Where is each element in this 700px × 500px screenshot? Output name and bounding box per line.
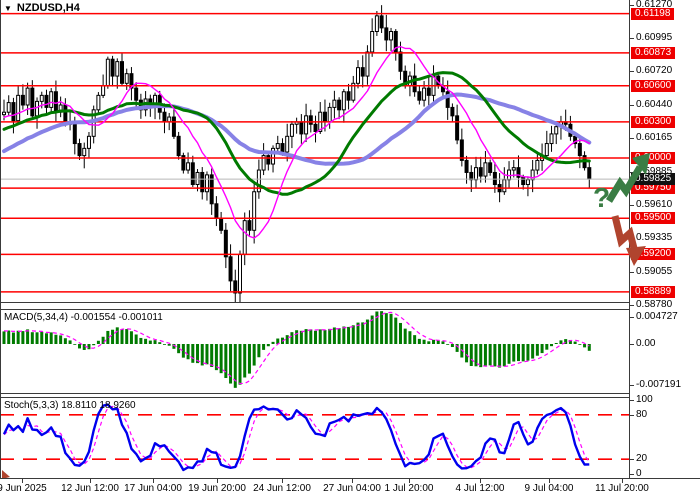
price-axis-label: 0 [636, 468, 642, 479]
level-price-label: 0.58889 [631, 285, 676, 298]
level-price-label: 0.60300 [631, 115, 676, 128]
axis-tick [630, 459, 634, 461]
price-axis-label: 100 [636, 394, 653, 405]
time-axis-label: 4 Jul 12:00 [455, 483, 505, 494]
time-axis-tick [22, 479, 23, 483]
axis-tick [630, 38, 634, 40]
time-axis-label: 24 Jun 12:00 [253, 483, 311, 494]
stoch-chart[interactable] [0, 398, 629, 479]
level-price-label: 0.61198 [631, 7, 675, 20]
axis-tick [630, 104, 634, 106]
time-axis-tick [153, 479, 154, 483]
axis-tick [630, 204, 634, 206]
axis-tick [630, 385, 634, 387]
axis-tick [630, 71, 634, 73]
price-axis-label: 0.60440 [636, 98, 673, 110]
axis-tick [630, 138, 634, 140]
time-axis-label: 11 Jul 20:00 [595, 483, 649, 494]
level-price-label: 0.59500 [631, 212, 676, 225]
price-axis[interactable]: 0.61270 0.60995 0.60720 0.60440 0.60165 0.598… [629, 0, 700, 479]
price-axis-label: 80 [636, 408, 648, 420]
time-axis-tick [217, 479, 218, 483]
time-axis-label: 12 Jun 12:00 [61, 483, 119, 494]
current-price-label: 0.59825 [631, 173, 676, 186]
axis-tick [630, 238, 634, 240]
axis-tick [630, 317, 634, 319]
stoch-panel[interactable]: Stoch(5,3,3) 18.8110 18.9260 [0, 397, 629, 479]
axis-tick [630, 5, 634, 6]
time-axis[interactable]: 9 Jun 2025 12 Jun 12:00 17 Jun 04:00 19 Jun… [0, 478, 700, 500]
axis-tick [630, 344, 634, 345]
time-axis-tick [90, 479, 91, 483]
time-axis-tick [282, 479, 283, 483]
price-axis-label: 0.59610 [636, 198, 673, 210]
axis-tick [630, 414, 634, 416]
stoch-label: Stoch(5,3,3) 18.8110 18.9260 [4, 400, 136, 411]
price-axis-label: 0.60165 [636, 132, 673, 144]
price-axis-label: 0.58780 [636, 298, 673, 310]
price-axis-label: 20 [636, 453, 648, 465]
time-axis-label: 9 Jun 2025 [0, 483, 47, 494]
axis-tick [630, 474, 634, 475]
chart-symbol-label: NZDUSD,H4 [16, 2, 80, 14]
price-axis-label: 0.60720 [636, 65, 673, 77]
price-axis-label: 0.59885 [636, 165, 673, 177]
time-axis-tick [549, 479, 550, 483]
time-axis-label: 27 Jun 04:00 [323, 483, 381, 494]
level-price-label: 0.60600 [631, 79, 676, 92]
time-axis-tick [352, 479, 353, 483]
price-axis-label: -0.007191 [636, 379, 682, 391]
time-axis-tick [409, 479, 410, 483]
price-axis-label: 0.60995 [636, 32, 673, 44]
time-axis-label: 9 Jul 04:00 [524, 483, 574, 494]
chart-title-bar: ▼ NZDUSD,H4 [4, 2, 80, 14]
price-axis-label: 0.59335 [636, 232, 673, 244]
chevron-down-icon[interactable]: ▼ [4, 3, 12, 13]
price-axis-label: 0.59055 [636, 265, 673, 277]
axis-tick [630, 400, 634, 401]
candlestick-chart[interactable] [0, 0, 629, 302]
main-chart-panel[interactable]: ▼ NZDUSD,H4 [0, 0, 629, 303]
price-axis-label: 0.00 [636, 338, 656, 349]
level-price-label: 0.59200 [631, 248, 676, 261]
price-axis-label: 0.61270 [636, 0, 673, 10]
macd-label: MACD(5,34,4) -0.001554 -0.001011 [4, 312, 163, 323]
macd-panel[interactable]: MACD(5,34,4) -0.001554 -0.001011 [0, 309, 629, 394]
time-axis-tick [480, 479, 481, 483]
level-price-label: 0.60000 [631, 152, 676, 164]
level-price-label: 0.60873 [631, 46, 676, 59]
macd-chart[interactable] [0, 310, 629, 393]
plot-left-border [0, 0, 1, 478]
axis-tick [630, 271, 634, 273]
axis-tick [630, 304, 634, 306]
price-axis-label: 0.004727 [636, 311, 678, 323]
time-axis-label: 1 Jul 20:00 [384, 483, 434, 494]
time-axis-tick [622, 479, 623, 483]
time-axis-label: 19 Jun 20:00 [188, 483, 246, 494]
time-axis-label: 17 Jun 04:00 [124, 483, 182, 494]
